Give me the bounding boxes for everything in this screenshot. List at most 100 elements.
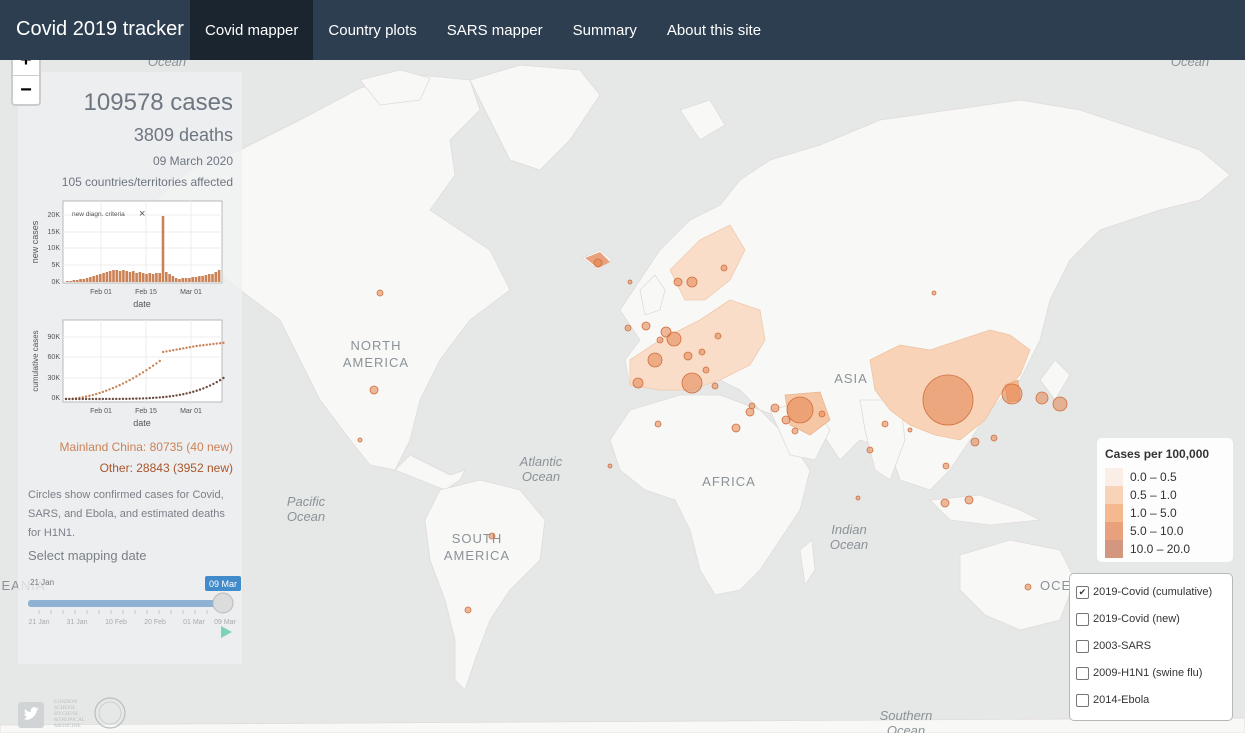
label-south-america-2: AMERICA: [444, 548, 510, 563]
slider-tick: 01 Mar: [183, 619, 205, 626]
circle-europe-4[interactable]: [702, 366, 710, 374]
tab-summary[interactable]: Summary: [572, 22, 637, 39]
circle-uk[interactable]: [641, 321, 651, 331]
circle-europe-6[interactable]: [656, 336, 664, 344]
other-point: [131, 397, 135, 400]
other-point: [175, 394, 178, 397]
circle-japan[interactable]: [1035, 391, 1049, 405]
layer-checkbox[interactable]: [1076, 613, 1089, 626]
circle-misc-3[interactable]: [907, 427, 913, 433]
circle-se-asia-3[interactable]: [942, 462, 950, 470]
new-cases-bar: [198, 276, 201, 282]
circle-malaysia[interactable]: [964, 495, 974, 505]
other-point: [94, 397, 98, 401]
circle-europe-1[interactable]: [683, 351, 693, 361]
circle-argentina[interactable]: [464, 606, 472, 614]
circle-brazil[interactable]: [488, 532, 496, 540]
nav-tabs: Covid mapper Country plots SARS mapper S…: [190, 0, 776, 60]
circle-germany[interactable]: [660, 326, 672, 338]
circle-japan-2[interactable]: [1052, 396, 1068, 412]
circle-africa-1[interactable]: [654, 420, 662, 428]
circle-mexico[interactable]: [357, 437, 363, 443]
new-cases-bar: [165, 272, 168, 282]
other-point: [165, 395, 168, 398]
circle-canada[interactable]: [376, 289, 384, 297]
china-point: [192, 345, 195, 348]
circle-china[interactable]: [922, 374, 974, 426]
circle-usa[interactable]: [369, 385, 379, 395]
china-point: [101, 390, 105, 394]
case-circles[interactable]: [357, 258, 1068, 614]
land-japan: [1039, 359, 1071, 401]
land-svalbard: [679, 99, 726, 141]
circle-india[interactable]: [866, 446, 874, 454]
app-title[interactable]: Covid 2019 tracker: [16, 18, 184, 40]
china-point: [141, 371, 145, 374]
new-cases-bar: [217, 270, 221, 282]
new-cases-xticks: Feb 01 Feb 15 Mar 01: [90, 289, 202, 296]
circle-finland[interactable]: [720, 264, 728, 272]
circle-se-asia-2[interactable]: [990, 434, 998, 442]
slider-tick: 31 Jan: [66, 619, 87, 626]
circle-spain[interactable]: [647, 352, 663, 368]
layer-checkbox[interactable]: [1076, 694, 1089, 707]
layer-checkbox[interactable]: ✔: [1076, 586, 1089, 599]
land-eurasia: [619, 99, 1231, 491]
circle-misc-2[interactable]: [855, 495, 861, 501]
circle-portugal[interactable]: [632, 377, 644, 389]
new-cases-bar: [211, 274, 214, 282]
china-point: [135, 375, 138, 378]
circle-russia[interactable]: [931, 290, 937, 296]
circle-europe-7[interactable]: [624, 324, 632, 332]
circle-middle-east-6[interactable]: [748, 402, 756, 410]
circle-singapore[interactable]: [940, 498, 950, 508]
tab-country-plots[interactable]: Country plots: [328, 22, 417, 39]
circle-egypt[interactable]: [731, 423, 741, 433]
circle-se-asia-1[interactable]: [970, 437, 980, 447]
circle-iran[interactable]: [786, 396, 814, 424]
other-point: [74, 397, 78, 401]
legend-label: 5.0 – 10.0: [1130, 524, 1184, 538]
circle-middle-east-5[interactable]: [818, 410, 826, 418]
china-point: [145, 369, 148, 372]
circle-korea[interactable]: [1001, 383, 1023, 405]
slider-handle[interactable]: [212, 592, 234, 614]
tab-sars-mapper[interactable]: SARS mapper: [446, 22, 543, 39]
circle-norway[interactable]: [673, 277, 683, 287]
circle-africa-2[interactable]: [607, 463, 613, 469]
circle-middle-east-2[interactable]: [781, 415, 791, 425]
circle-misc-1[interactable]: [627, 279, 633, 285]
label-ocean-top-left: Ocean: [148, 60, 186, 69]
circle-sweden[interactable]: [686, 276, 698, 288]
new-cases-bar: [188, 278, 191, 282]
circle-middle-east-1[interactable]: [770, 403, 780, 413]
lshtm-seal: [94, 697, 126, 729]
tab-about[interactable]: About this site: [666, 22, 762, 39]
legend-label: 1.0 – 5.0: [1130, 506, 1177, 520]
twitter-icon[interactable]: [18, 702, 44, 728]
zoom-in-button[interactable]: +: [13, 46, 39, 76]
other-point: [84, 397, 88, 401]
circle-iceland[interactable]: [593, 258, 603, 268]
date-slider[interactable]: 21 Jan 09 Mar 21 Jan 31 Jan 10 Feb 20 Fe…: [18, 572, 242, 652]
label-southern-2: Ocean: [887, 723, 925, 733]
circle-india-2[interactable]: [881, 420, 889, 428]
play-icon[interactable]: [221, 626, 232, 638]
circle-middle-east-3[interactable]: [791, 427, 799, 435]
circle-europe-2[interactable]: [698, 348, 706, 356]
land-antarctica: [0, 717, 1245, 733]
circle-europe-3[interactable]: [714, 332, 722, 340]
circle-europe-5[interactable]: [711, 382, 719, 390]
total-deaths: 3809 deaths: [133, 125, 233, 145]
zoom-out-button[interactable]: −: [20, 79, 32, 101]
tab-covid-mapper[interactable]: Covid mapper: [190, 0, 314, 60]
slider-tick: 09 Mar: [214, 619, 236, 626]
layer-checkbox[interactable]: [1076, 667, 1089, 680]
layer-checkbox[interactable]: [1076, 640, 1089, 653]
circle-australia[interactable]: [1024, 583, 1032, 591]
circle-italy[interactable]: [681, 372, 703, 394]
china-point: [188, 346, 192, 349]
circle-france[interactable]: [666, 331, 682, 347]
ytick: 10K: [48, 245, 61, 252]
china-point: [205, 343, 208, 346]
